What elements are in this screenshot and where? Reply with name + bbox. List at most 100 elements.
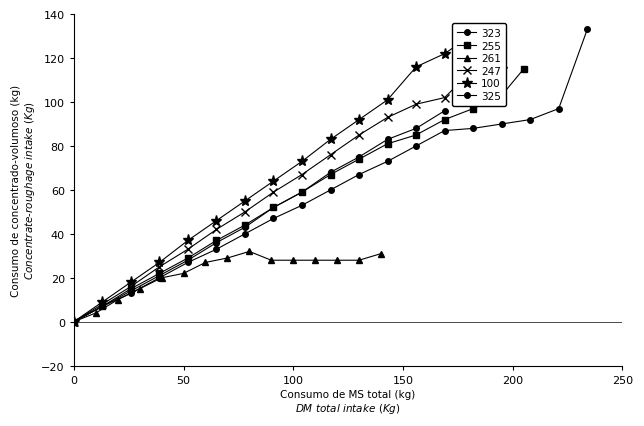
- 255: [440, 118, 448, 123]
- 255: [70, 320, 78, 325]
- 247: [213, 227, 220, 233]
- 247: [440, 96, 448, 101]
- 325: [270, 205, 278, 210]
- 323: [241, 232, 249, 237]
- 255: [241, 223, 249, 228]
- 247: [355, 133, 363, 138]
- 255: [213, 238, 220, 243]
- 100: [241, 199, 249, 204]
- 100: [469, 32, 477, 37]
- 323: [440, 129, 448, 134]
- 323: [327, 188, 334, 193]
- Line: 255: 255: [71, 67, 526, 325]
- 255: [155, 271, 163, 276]
- 261: [289, 258, 297, 263]
- 100: [384, 98, 392, 103]
- 261: [223, 256, 231, 261]
- 247: [127, 285, 135, 290]
- 325: [298, 190, 306, 195]
- Y-axis label: Consumo de concentrado-volumoso (kg)
$\it{Concentrate}$-$\it{roughage\ intake\ (: Consumo de concentrado-volumoso (kg) $\i…: [11, 85, 37, 296]
- 100: [440, 52, 448, 57]
- 325: [241, 225, 249, 230]
- 261: [311, 258, 319, 263]
- 325: [384, 138, 392, 143]
- 100: [155, 260, 163, 265]
- 261: [333, 258, 341, 263]
- 325: [412, 127, 420, 132]
- 100: [127, 280, 135, 285]
- 261: [136, 287, 144, 292]
- 100: [213, 219, 220, 224]
- 261: [180, 271, 187, 276]
- 323: [127, 291, 135, 296]
- Line: 325: 325: [71, 109, 448, 325]
- 323: [469, 127, 477, 132]
- 255: [469, 107, 477, 112]
- 261: [70, 320, 78, 325]
- 261: [202, 260, 209, 265]
- 247: [498, 67, 506, 72]
- 247: [155, 265, 163, 270]
- 323: [213, 247, 220, 252]
- 247: [241, 210, 249, 215]
- 261: [158, 276, 166, 281]
- 247: [270, 190, 278, 195]
- 100: [99, 300, 106, 305]
- 323: [412, 144, 420, 149]
- 247: [298, 173, 306, 178]
- 247: [70, 320, 78, 325]
- 100: [498, 67, 506, 72]
- 100: [355, 118, 363, 123]
- 261: [355, 258, 363, 263]
- 261: [92, 311, 100, 316]
- 255: [412, 133, 420, 138]
- 255: [298, 190, 306, 195]
- Line: 323: 323: [71, 28, 590, 325]
- 323: [384, 159, 392, 164]
- 247: [184, 247, 192, 252]
- 325: [184, 258, 192, 263]
- 100: [270, 179, 278, 184]
- 255: [327, 173, 334, 178]
- 247: [384, 115, 392, 121]
- 323: [298, 203, 306, 208]
- 100: [184, 238, 192, 243]
- 247: [327, 153, 334, 158]
- 323: [555, 107, 563, 112]
- 325: [99, 304, 106, 309]
- 261: [267, 258, 275, 263]
- 323: [583, 28, 591, 33]
- 323: [99, 304, 106, 309]
- X-axis label: Consumo de MS total (kg)
$\it{DM\ total\ intake\ (Kg)}$: Consumo de MS total (kg) $\it{DM\ total\…: [280, 389, 415, 415]
- 261: [377, 251, 385, 256]
- Line: 247: 247: [70, 66, 506, 326]
- 323: [526, 118, 534, 123]
- 255: [384, 142, 392, 147]
- 255: [520, 67, 527, 72]
- 261: [114, 297, 122, 302]
- 255: [184, 256, 192, 261]
- Line: 100: 100: [68, 29, 507, 328]
- 247: [99, 302, 106, 307]
- 325: [327, 170, 334, 176]
- 323: [70, 320, 78, 325]
- 255: [355, 157, 363, 162]
- 100: [327, 138, 334, 143]
- 255: [127, 287, 135, 292]
- 323: [184, 260, 192, 265]
- 100: [298, 159, 306, 164]
- 100: [70, 320, 78, 325]
- 323: [498, 122, 506, 127]
- 261: [245, 249, 253, 254]
- 255: [498, 94, 506, 99]
- 325: [70, 320, 78, 325]
- Legend: 323, 255, 261, 247, 100, 325: 323, 255, 261, 247, 100, 325: [452, 24, 506, 107]
- 100: [412, 65, 420, 70]
- 325: [355, 155, 363, 160]
- 325: [127, 289, 135, 294]
- 247: [469, 67, 477, 72]
- 325: [440, 109, 448, 114]
- 323: [355, 173, 363, 178]
- 325: [155, 273, 163, 279]
- 323: [155, 276, 163, 281]
